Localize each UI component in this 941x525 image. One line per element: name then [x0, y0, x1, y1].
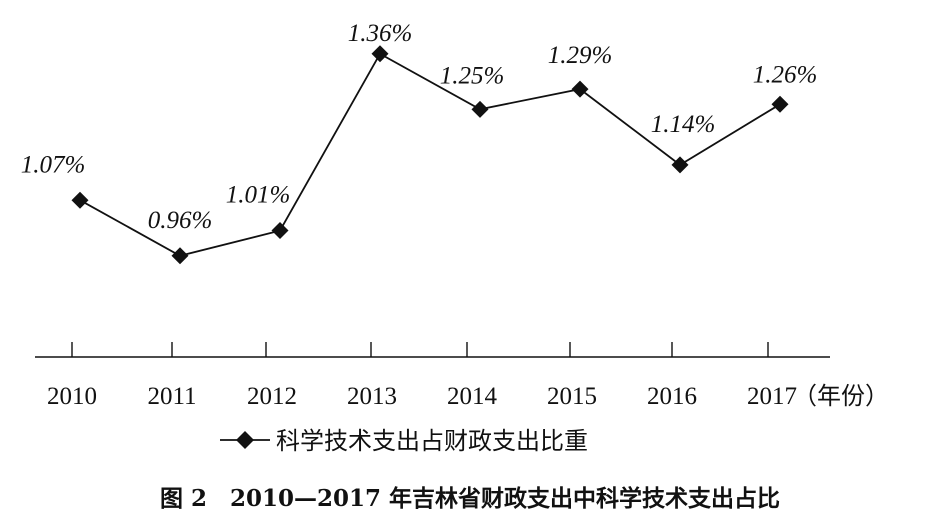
data-label-2016: 1.14% — [651, 111, 716, 138]
data-label-2012: 1.01% — [226, 182, 291, 209]
point-2012 — [271, 222, 289, 240]
series-markers — [71, 45, 789, 265]
legend-label: 科学技术支出占财政支出比重 — [276, 427, 588, 455]
x-tick-label-2015: 2015 — [547, 383, 597, 410]
data-label-2015: 1.29% — [548, 42, 613, 69]
data-label-2017: 1.26% — [753, 61, 818, 88]
legend: 科学技术支出占财政支出比重 — [220, 427, 588, 455]
data-label-2013: 1.36% — [348, 20, 413, 47]
legend-marker — [236, 431, 254, 449]
point-2016 — [671, 156, 689, 174]
point-2010 — [71, 191, 89, 209]
x-axis-unit-label: （年份） — [793, 382, 889, 410]
data-label-2010: 1.07% — [21, 151, 86, 178]
point-2013 — [371, 45, 389, 63]
data-label-2011: 0.96% — [148, 207, 213, 234]
x-axis-tick-labels: 2010 2011 2012 2013 2014 2015 2016 2017 — [47, 383, 797, 410]
point-2017 — [771, 95, 789, 113]
x-axis-ticks — [71, 342, 769, 357]
x-tick-label-2010: 2010 — [47, 383, 97, 410]
x-tick-label-2016: 2016 — [647, 383, 697, 410]
x-tick-label-2017: 2017 — [747, 383, 797, 410]
point-2011 — [171, 247, 189, 265]
series-line — [79, 52, 781, 257]
figure-caption: 图 2 2010—2017 年吉林省财政支出中科学技术支出占比 — [160, 485, 780, 512]
data-label-2014: 1.25% — [440, 62, 505, 89]
point-2015 — [571, 80, 589, 98]
x-tick-label-2011: 2011 — [147, 383, 196, 410]
x-tick-label-2014: 2014 — [447, 383, 498, 410]
point-2014 — [471, 100, 489, 118]
x-tick-label-2012: 2012 — [247, 383, 297, 410]
x-tick-label-2013: 2013 — [347, 383, 397, 410]
data-labels: 1.07% 0.96% 1.01% 1.36% 1.25% 1.29% 1.14% 1.26% — [21, 20, 818, 234]
